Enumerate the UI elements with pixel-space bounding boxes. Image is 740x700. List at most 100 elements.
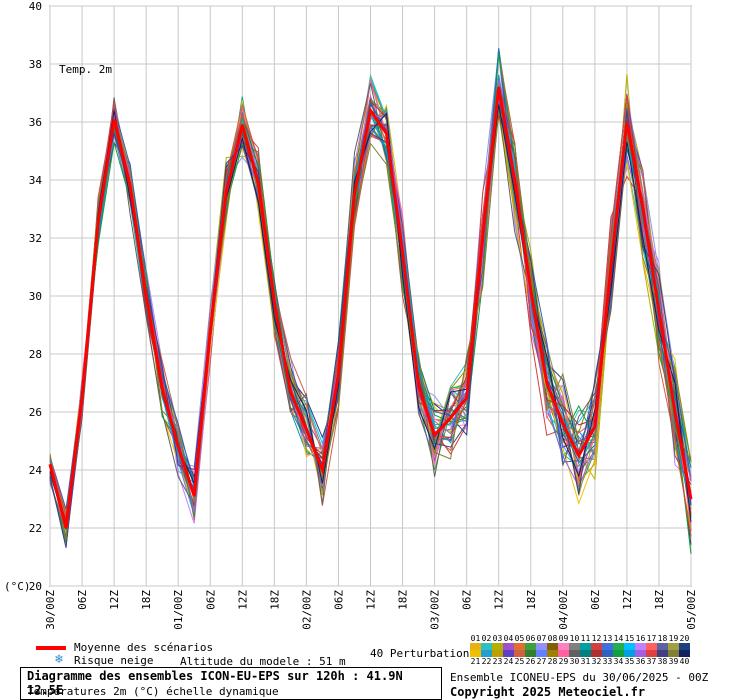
pert-number: 34 [613, 657, 624, 666]
x-tick-label: 18Z [653, 590, 666, 610]
pert-color-swatch [679, 650, 690, 657]
pert-number: 24 [503, 657, 514, 666]
x-tick-label: 12Z [621, 590, 634, 610]
pert-number: 32 [591, 657, 602, 666]
pert-color-swatch [481, 650, 492, 657]
pert-color-swatch [536, 643, 547, 650]
pert-number: 22 [481, 657, 492, 666]
pert-color-swatch [525, 650, 536, 657]
pert-color-swatch [492, 643, 503, 650]
perturbation-line [49, 108, 692, 541]
footer-info-box: Diagramme des ensembles ICON-EU-EPS sur … [20, 667, 442, 700]
pert-color-swatch [569, 643, 580, 650]
pert-color-swatch [547, 650, 558, 657]
pert-color-swatch [624, 643, 635, 650]
pert-color-swatch [470, 643, 481, 650]
y-axis-unit: (°C) [4, 580, 31, 593]
snowflake-icon: ❄ [55, 652, 63, 667]
x-tick-label: 04/00Z [557, 590, 570, 630]
pert-color-swatch [558, 643, 569, 650]
pert-number: 07 [536, 634, 547, 643]
pert-color-swatch [569, 650, 580, 657]
footer-title: Diagramme des ensembles ICON-EU-EPS sur … [27, 669, 403, 697]
pert-number: 33 [602, 657, 613, 666]
pert-number: 10 [569, 634, 580, 643]
pert-color-swatch [657, 650, 668, 657]
pert-color-swatch [624, 650, 635, 657]
x-tick-label: 12Z [236, 590, 249, 610]
x-tick-label: 05/00Z [685, 590, 698, 630]
pert-number: 18 [657, 634, 668, 643]
pert-color-swatch [591, 643, 602, 650]
x-tick-label: 06Z [461, 590, 474, 610]
perturbation-line [49, 83, 692, 537]
pert-number: 26 [525, 657, 536, 666]
pert-color-swatch [602, 643, 613, 650]
perturbation-line [49, 85, 692, 537]
y-tick-labels: 20 22 24 26 28 30 32 34 36 38 40 [29, 0, 43, 593]
pert-color-swatch [668, 650, 679, 657]
pert-number: 23 [492, 657, 503, 666]
y-tick-label: 32 [29, 232, 42, 245]
x-tick-label: 18Z [268, 590, 281, 610]
pert-number: 16 [635, 634, 646, 643]
pert-color-swatch [470, 650, 481, 657]
pert-number: 02 [481, 634, 492, 643]
pert-number: 25 [514, 657, 525, 666]
mean-line-layer [48, 86, 693, 529]
y-tick-label: 22 [29, 522, 42, 535]
x-tick-label: 18Z [140, 590, 153, 610]
x-tick-label: 03/00Z [429, 590, 442, 630]
y-tick-label: 38 [29, 58, 42, 71]
pert-color-swatch [503, 643, 514, 650]
pert-color-swatch [536, 650, 547, 657]
pert-number: 14 [613, 634, 624, 643]
pert-number: 17 [646, 634, 657, 643]
pert-color-swatch [558, 650, 569, 657]
pert-color-swatch [613, 643, 624, 650]
x-tick-label: 12Z [108, 590, 121, 610]
pert-number: 29 [558, 657, 569, 666]
pert-color-swatch [514, 650, 525, 657]
chart-title: Temp. 2m [59, 63, 112, 76]
pert-color-swatch [547, 643, 558, 650]
x-tick-label: 18Z [397, 590, 410, 610]
pert-number: 40 [679, 657, 690, 666]
pert-number: 04 [503, 634, 514, 643]
pert-color-swatch [635, 643, 646, 650]
y-tick-label: 24 [29, 464, 43, 477]
legend-mean-label: Moyenne des scénarios [74, 641, 214, 654]
x-tick-label: 30/00Z [44, 590, 57, 630]
y-tick-label: 28 [29, 348, 42, 361]
x-tick-label: 18Z [525, 590, 538, 610]
pert-color-swatch [613, 650, 624, 657]
pert-number: 13 [602, 634, 613, 643]
y-tick-label: 36 [29, 116, 42, 129]
pert-number: 39 [668, 657, 679, 666]
pert-color-swatch [635, 650, 646, 657]
legend-snow: ❄ Risque neige [52, 653, 153, 667]
pert-numbers-row1: 01 02 03 04 05 06 07 08 09 10 11 12 13 14 15 16 17 18 19 20 [470, 634, 690, 643]
altitude-label: Altitude du modele : 51 m [180, 655, 346, 668]
pert-color-swatch [646, 643, 657, 650]
x-tick-label: 06Z [76, 590, 89, 610]
pert-color-swatch [503, 650, 514, 657]
pert-number: 12 [591, 634, 602, 643]
mean-series-line [48, 86, 693, 529]
pert-color-swatch [525, 643, 536, 650]
pert-number: 15 [624, 634, 635, 643]
y-tick-label: 26 [29, 406, 42, 419]
pert-number: 11 [580, 634, 591, 643]
pert-color-swatch [481, 643, 492, 650]
pert-number: 09 [558, 634, 569, 643]
pert-number: 27 [536, 657, 547, 666]
y-tick-label: 40 [29, 0, 42, 13]
x-tick-label: 02/00Z [300, 590, 313, 630]
pert-number: 38 [657, 657, 668, 666]
legend-mean: Moyenne des scénarios [36, 641, 213, 654]
footer-subtitle: Températures 2m (°C) échelle dynamique [27, 685, 279, 698]
y-tick-label: 34 [29, 174, 43, 187]
pert-number: 06 [525, 634, 536, 643]
perturbations-label: 40 Perturbations [370, 647, 476, 660]
pert-colors-row2 [470, 650, 690, 657]
